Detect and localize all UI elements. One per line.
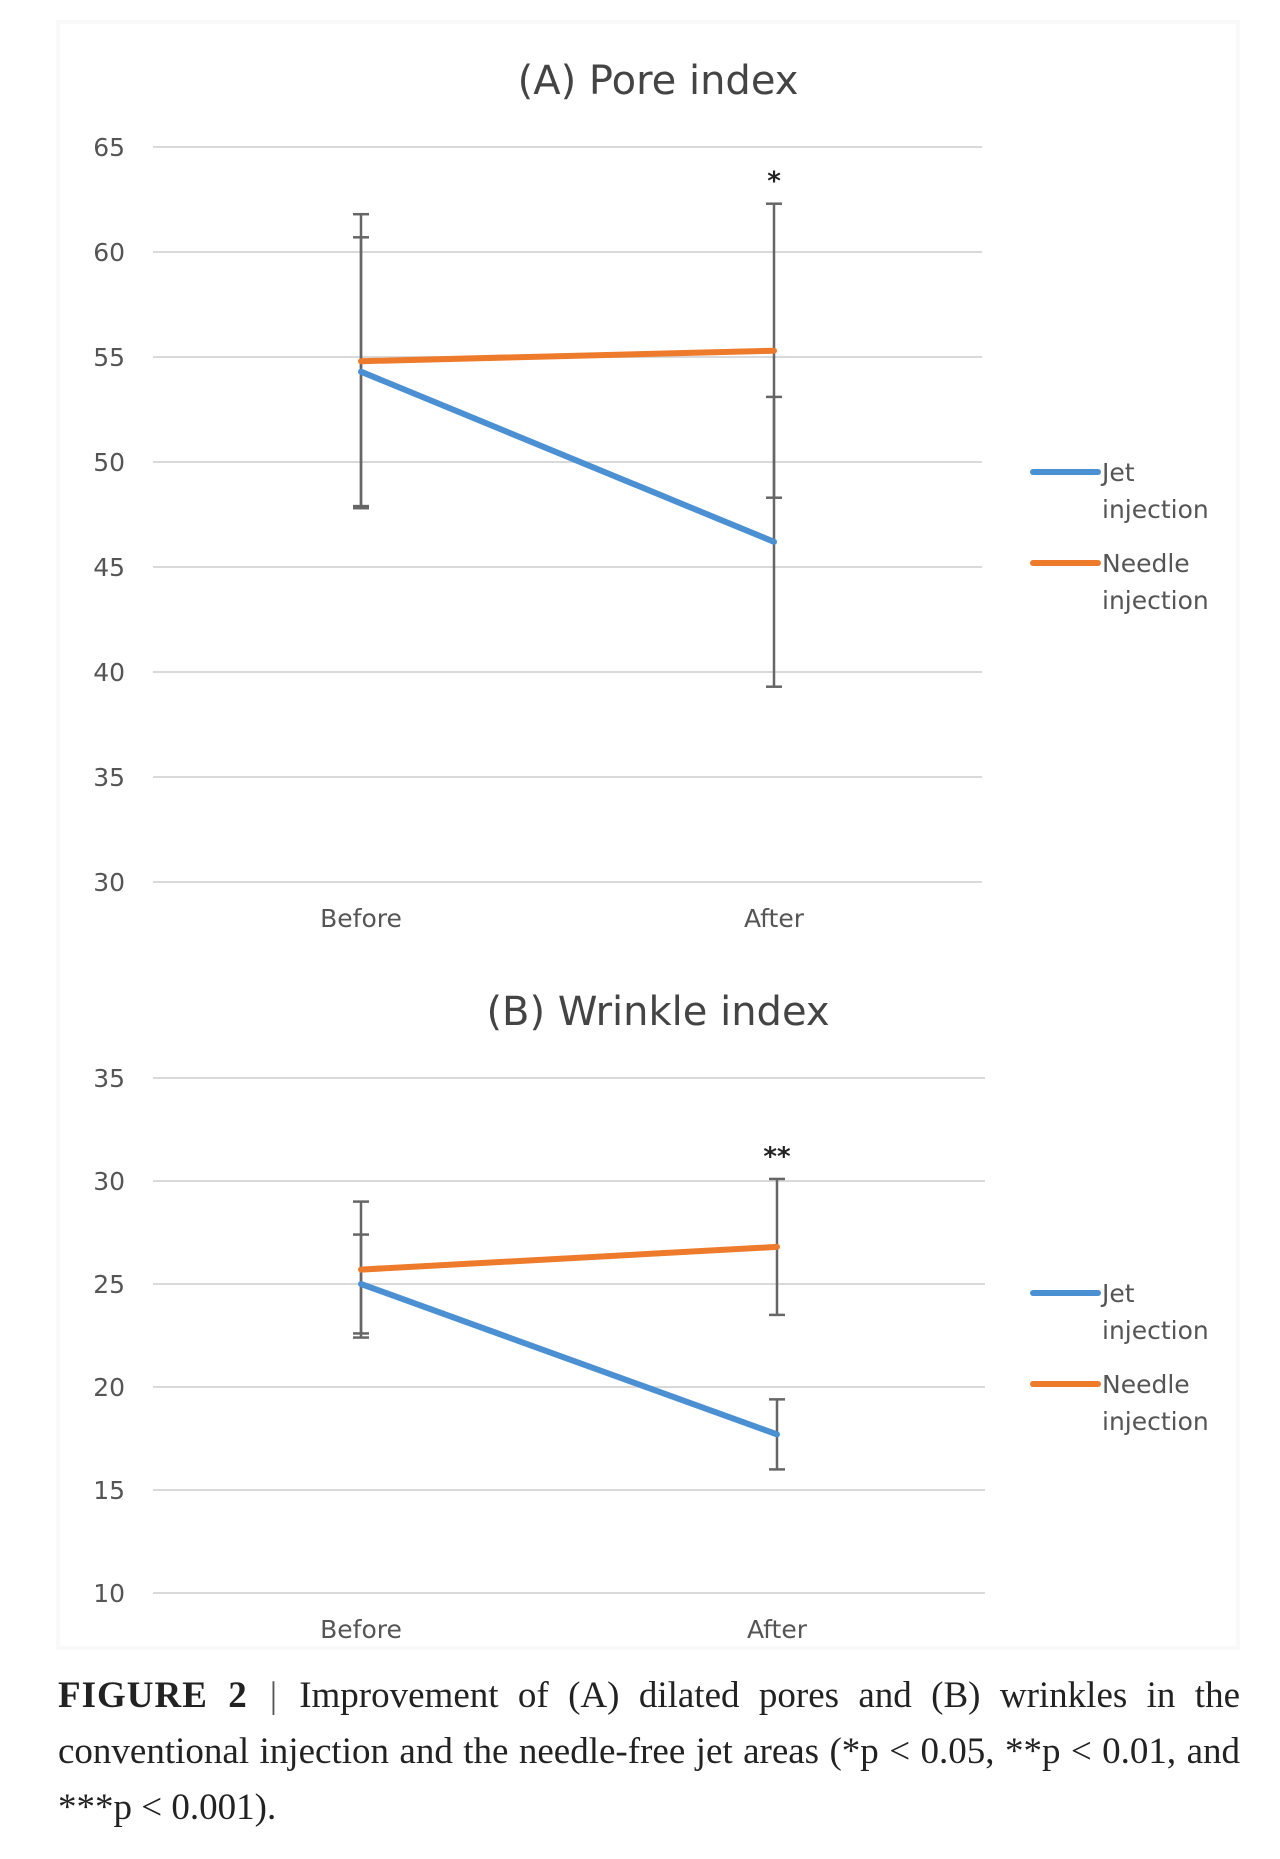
figure-panel <box>60 24 1236 1646</box>
series-line <box>358 1281 780 1438</box>
series-line <box>358 347 777 365</box>
y-tick-label: 30 <box>93 868 125 897</box>
y-tick-label: 35 <box>93 1064 125 1093</box>
chart-a: (A) Pore index 30 35 40 45 50 55 60 65 Before Afte… <box>93 58 1209 933</box>
figure-caption: FIGURE 2 | Improvement of (A) dilated pore… <box>58 1668 1240 1836</box>
series-line <box>358 368 777 545</box>
chart-title: (B) Wrinkle index <box>486 989 829 1035</box>
y-tick-label: 65 <box>93 133 125 162</box>
y-tick-label: 55 <box>93 343 125 372</box>
legend-label: Jet injection <box>1100 458 1209 524</box>
figure: (A) Pore index 30 35 40 45 50 55 60 65 Before Afte… <box>60 24 1236 1646</box>
x-tick-label: After <box>744 904 805 933</box>
caption-label: FIGURE 2 <box>58 1675 248 1716</box>
y-tick-label: 35 <box>93 763 125 792</box>
y-tick-label: 20 <box>93 1373 125 1402</box>
significance-marker: * <box>767 167 781 197</box>
y-tick-label: 10 <box>93 1579 125 1608</box>
chart-b: (B) Wrinkle index 10 15 20 25 30 35 Before After… <box>93 989 1209 1644</box>
series-line <box>358 1243 780 1273</box>
chart-title: (A) Pore index <box>518 58 799 104</box>
caption-separator: | <box>269 1675 278 1716</box>
caption-text: Improvement of (A) dilated pores and (B)… <box>58 1675 1240 1828</box>
y-tick-label: 15 <box>93 1476 125 1505</box>
legend-label: Needle injection <box>1102 1370 1209 1436</box>
x-tick-label: After <box>747 1615 808 1644</box>
y-tick-label: 45 <box>93 553 125 582</box>
legend-label: Jet injection <box>1100 1279 1209 1345</box>
y-tick-label: 40 <box>93 658 125 687</box>
y-tick-label: 30 <box>93 1167 125 1196</box>
significance-marker: ** <box>763 1142 791 1172</box>
y-tick-label: 25 <box>93 1270 125 1299</box>
x-tick-label: Before <box>320 1615 402 1644</box>
y-tick-label: 50 <box>93 448 125 477</box>
x-tick-label: Before <box>320 904 402 933</box>
legend-label: Needle injection <box>1102 549 1209 615</box>
y-tick-label: 60 <box>93 238 125 267</box>
